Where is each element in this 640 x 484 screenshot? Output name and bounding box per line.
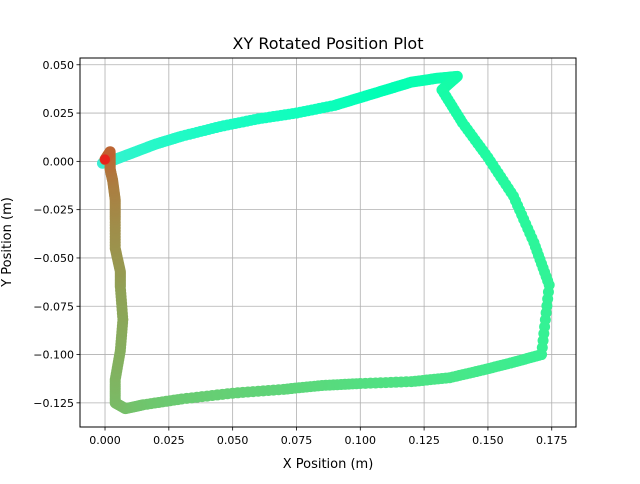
chart-title: XY Rotated Position Plot [233,34,424,53]
start-point-marker [100,154,111,165]
x-tick-label: 0.175 [536,434,568,447]
grid [80,58,576,427]
y-tick-label: 0.000 [43,155,75,168]
axis-ticks: 0.000 0.025 0.050 0.075 0.100 0.125 0.150 0.175… [33,59,567,447]
x-tick-label: 0.050 [217,434,249,447]
x-tick-label: 0.000 [89,434,121,447]
y-tick-label: −0.075 [33,300,74,313]
y-tick-label: 0.025 [43,107,75,120]
y-axis-label: Y Position (m) [0,197,15,288]
x-tick-label: 0.075 [281,434,313,447]
y-tick-label: −0.100 [33,349,74,362]
x-tick-label: 0.100 [345,434,377,447]
y-tick-label: −0.050 [33,252,74,265]
y-tick-label: 0.050 [43,59,75,72]
x-tick-label: 0.150 [472,434,504,447]
y-tick-label: −0.125 [33,397,74,410]
data-series [96,70,555,415]
x-tick-label: 0.025 [153,434,185,447]
x-tick-label: 0.125 [408,434,440,447]
plot-frame [79,57,577,428]
y-tick-label: −0.025 [33,204,74,217]
x-axis-label: X Position (m) [283,457,374,472]
